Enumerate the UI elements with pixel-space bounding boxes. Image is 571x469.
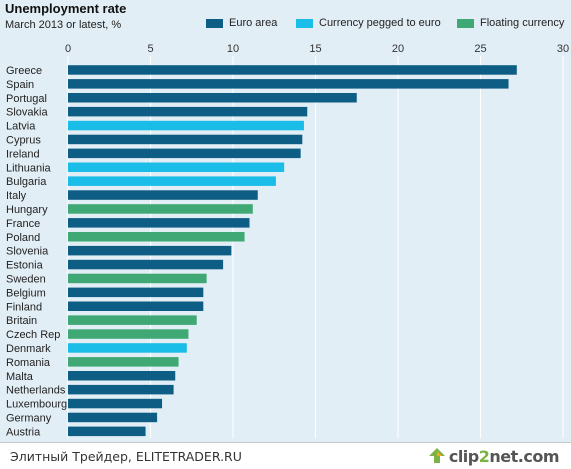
bar: [68, 287, 204, 298]
x-tick-label: 30: [557, 43, 569, 55]
category-label: Portugal: [6, 93, 47, 105]
bar: [68, 204, 253, 214]
bar: [68, 343, 187, 353]
legend-item: Floating currency: [457, 17, 564, 29]
category-label: Austria: [6, 426, 41, 438]
category-label: Romania: [6, 357, 51, 369]
bar: [68, 329, 189, 339]
category-label: Poland: [6, 232, 40, 244]
category-label: Hungary: [6, 204, 48, 216]
chart-legend: Euro area Currency pegged to euro Floating…: [0, 17, 571, 31]
category-label: Greece: [6, 65, 42, 77]
category-label: Slovenia: [6, 246, 49, 258]
bar: [68, 93, 357, 103]
category-label: Slovakia: [6, 107, 48, 119]
category-label: Lithuania: [6, 162, 52, 174]
category-label: Czech Rep: [6, 329, 60, 341]
bar: [68, 301, 204, 311]
category-label: Sweden: [6, 273, 46, 285]
footer-bar: Элитный Трейдер, ELITETRADER.RU clip2net…: [0, 442, 571, 469]
legend-label: Floating currency: [480, 17, 565, 29]
bar: [68, 218, 250, 228]
bar: [68, 273, 207, 284]
chart-subtitle: March 2013 or latest, %: [5, 19, 122, 31]
bar: [68, 371, 176, 381]
category-label: Belgium: [6, 287, 46, 299]
logo-text-com: .com: [517, 446, 560, 466]
chart-panel: 0 5 10 15 20 25 30 Greece Spain Portugal Slovakia L…: [0, 0, 571, 442]
x-tick-label: 15: [309, 43, 321, 55]
bar: [68, 106, 308, 117]
x-tick-label: 20: [392, 43, 404, 55]
legend-swatch: [457, 18, 474, 28]
x-tick-label: 5: [147, 43, 153, 55]
category-label: Malta: [6, 371, 34, 383]
bar: [68, 315, 197, 325]
legend-label: Euro area: [229, 17, 278, 29]
x-tick-label: 25: [474, 43, 486, 55]
category-label: Estonia: [6, 260, 44, 272]
bar: [68, 384, 174, 395]
clip2net-logo: clip2net.com: [428, 445, 560, 467]
bar: [68, 176, 276, 186]
clip2net-arrow-icon: [428, 448, 445, 463]
x-tick-label: 0: [65, 43, 71, 55]
category-label: Finland: [6, 301, 42, 313]
bar: [68, 190, 258, 200]
bar: [68, 426, 146, 437]
logo-text-2: 2: [478, 446, 490, 466]
category-label: Luxembourg: [6, 399, 67, 411]
bar: [68, 232, 245, 242]
bar: [68, 65, 517, 75]
category-label: Ireland: [6, 148, 40, 160]
legend-swatch: [206, 18, 223, 28]
category-label: France: [6, 218, 40, 230]
legend-item: Euro area: [206, 17, 277, 29]
legend-label: Currency pegged to euro: [319, 17, 441, 29]
logo-text-net: net: [489, 446, 518, 466]
bar: [68, 259, 224, 270]
category-label: Italy: [6, 190, 27, 202]
bar: [68, 134, 303, 145]
category-label: Bulgaria: [6, 176, 47, 188]
bar: [68, 245, 232, 256]
category-label: Denmark: [6, 343, 51, 355]
bar: [68, 398, 163, 409]
bar: [68, 162, 285, 172]
chart-title: Unemployment rate: [5, 1, 127, 16]
legend-swatch: [296, 18, 313, 28]
bar-chart: 0 5 10 15 20 25 30 Greece Spain Portugal Slovakia L…: [6, 43, 569, 438]
category-label: Spain: [6, 79, 34, 91]
category-label: Britain: [6, 315, 37, 327]
bar: [68, 412, 158, 423]
category-label: Netherlands: [6, 385, 66, 397]
category-label: Cyprus: [6, 134, 41, 146]
bar: [68, 120, 304, 131]
legend-item: Currency pegged to euro: [296, 17, 441, 29]
bar: [68, 148, 301, 159]
bar: [68, 357, 179, 367]
category-label: Latvia: [6, 121, 36, 133]
category-label: Germany: [6, 412, 52, 424]
logo-text-clip: clip: [448, 446, 479, 466]
bar: [68, 79, 509, 89]
source-watermark: Элитный Трейдер, ELITETRADER.RU: [10, 449, 242, 464]
x-tick-label: 10: [227, 43, 239, 55]
